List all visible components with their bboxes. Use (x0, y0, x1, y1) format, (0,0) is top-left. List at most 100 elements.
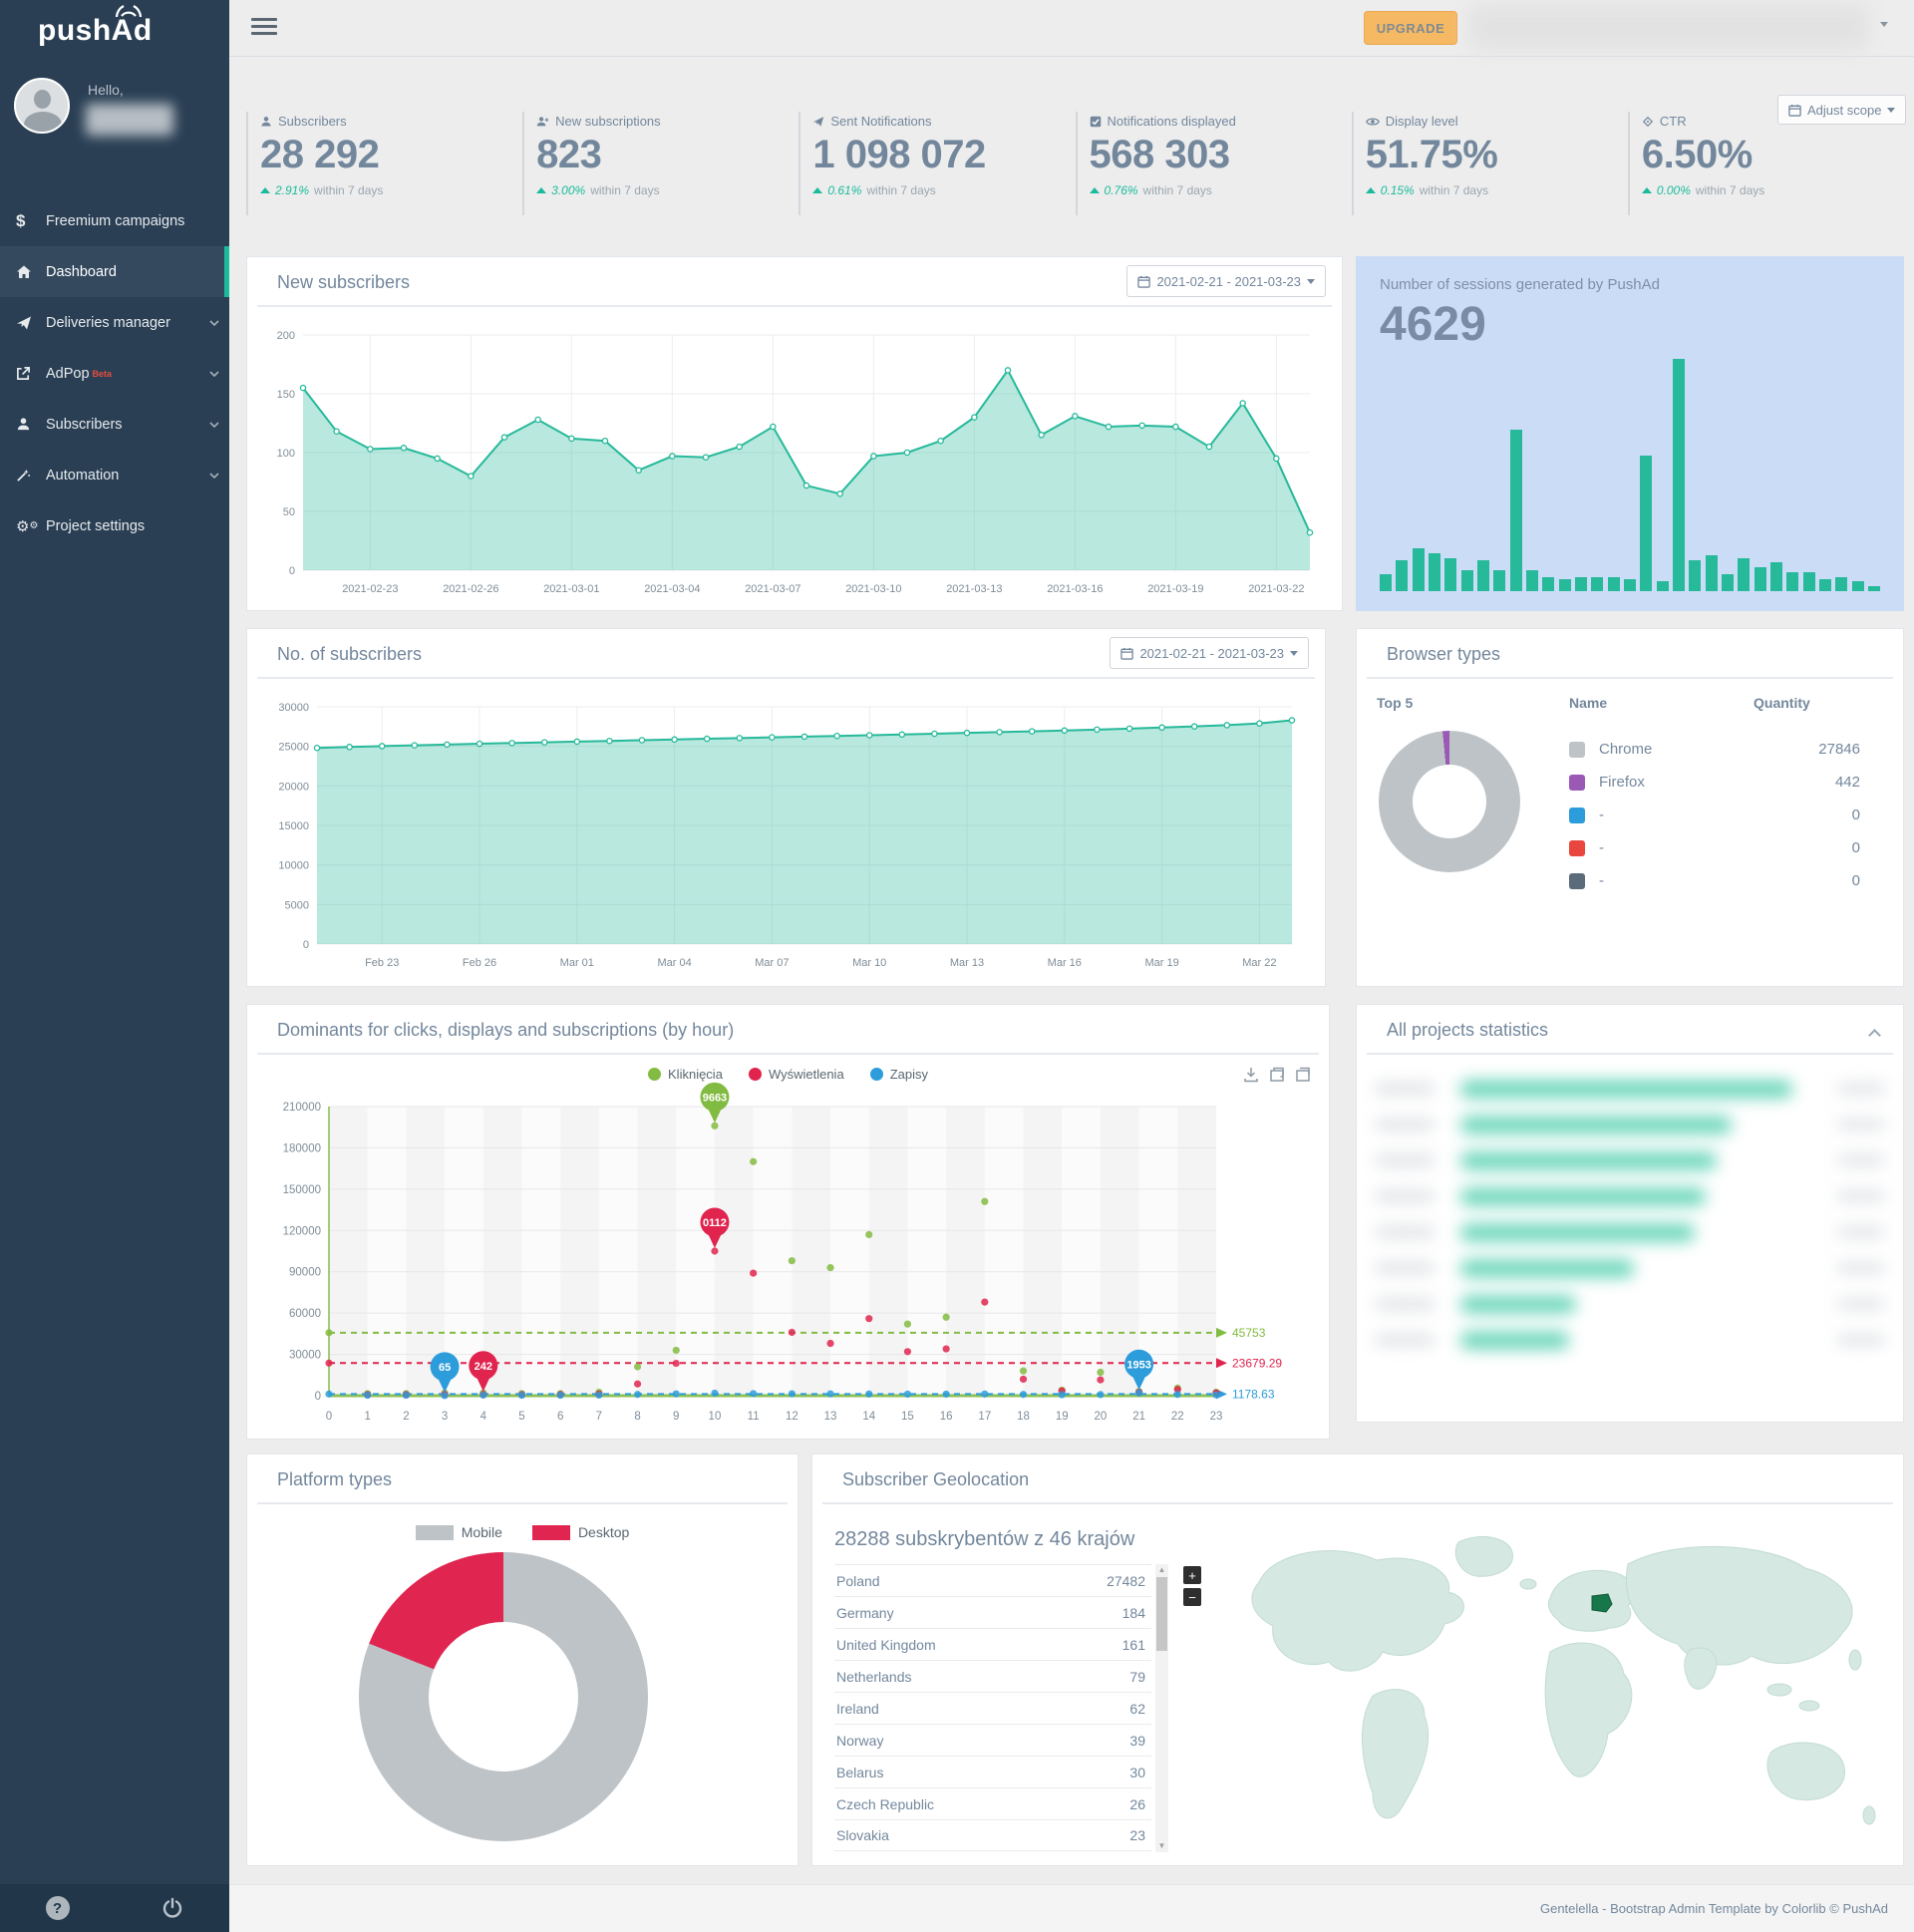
legend-item[interactable]: Wyświetlenia (748, 1067, 844, 1082)
session-bar (1851, 581, 1864, 591)
sidebar-item-subscribers[interactable]: Subscribers (0, 399, 229, 450)
svg-text:22: 22 (1171, 1411, 1184, 1423)
zoom-in-button[interactable]: + (1183, 1566, 1201, 1584)
menu-toggle-icon[interactable] (251, 18, 277, 39)
dominants-scatter-chart[interactable]: 0 30000 60000 90000 120000 150000 180000 210000… (267, 1082, 1311, 1433)
scrollbar-thumb[interactable] (1156, 1577, 1167, 1651)
colorlib-link[interactable]: Colorlib (1781, 1901, 1826, 1916)
svg-text:1: 1 (364, 1411, 370, 1423)
magic-wand-icon (16, 468, 46, 483)
adjust-scope-button[interactable]: Adjust scope (1777, 95, 1907, 125)
legend-item[interactable]: Desktop (531, 1524, 629, 1540)
stat-new-subscriptions: New subscriptions 823 3.00% within 7 days (522, 112, 798, 215)
subscribers-total-chart[interactable]: 0 5000 10000 15000 20000 25000 30000 Feb 23 Feb … (263, 695, 1308, 979)
session-bar (1493, 569, 1506, 591)
sidebar-item-deliveries-manager[interactable]: Deliveries manager (0, 297, 229, 348)
map-country-poland (1591, 1593, 1613, 1613)
trend-up-icon (1089, 187, 1100, 193)
scrollbar[interactable]: ▲ ▼ (1155, 1564, 1168, 1852)
help-button[interactable]: ? (0, 1884, 115, 1932)
zoom-box-icon[interactable] (1269, 1067, 1285, 1083)
svg-text:Mar 10: Mar 10 (852, 957, 886, 969)
top-navbar: UPGRADE (229, 0, 1914, 57)
list-item[interactable]: Czech Republic 26 (834, 1787, 1151, 1819)
chevron-down-icon (209, 417, 219, 433)
list-item[interactable]: Germany 184 (834, 1596, 1151, 1628)
user-icon (16, 417, 46, 432)
date-range-button[interactable]: 2021-02-21 - 2021-03-23 (1110, 637, 1309, 669)
svg-text:0: 0 (303, 939, 309, 951)
list-item[interactable]: Belarus 30 (834, 1756, 1151, 1787)
list-item[interactable]: Norway 39 (834, 1724, 1151, 1756)
svg-text:Mar 16: Mar 16 (1048, 957, 1082, 969)
svg-text:14: 14 (862, 1411, 875, 1423)
download-icon[interactable] (1243, 1067, 1259, 1083)
svg-text:8: 8 (634, 1411, 640, 1423)
app-logo[interactable]: pushAd (0, 0, 229, 60)
sidebar-item-automation[interactable]: Automation (0, 450, 229, 500)
avatar[interactable] (14, 78, 70, 134)
new-subscribers-chart[interactable]: 0 50 100 150 200 2021-02-23 2021-02-26 2021-03-… (263, 323, 1326, 605)
sessions-title: Number of sessions generated by PushAd (1380, 276, 1660, 293)
mobile-swatch (415, 1524, 454, 1540)
platform-donut-chart[interactable] (359, 1552, 648, 1841)
legend-item[interactable]: Zapisy (869, 1067, 928, 1082)
sidebar-item-adpop[interactable]: AdPop Beta (0, 348, 229, 399)
svg-text:23679.29: 23679.29 (1232, 1356, 1282, 1370)
date-range-button[interactable]: 2021-02-21 - 2021-03-23 (1126, 265, 1326, 297)
beta-badge: Beta (92, 368, 113, 379)
panel-title: Subscriber Geolocation (842, 1469, 1030, 1489)
session-bar (1818, 579, 1831, 591)
dominants-panel: Dominants for clicks, displays and subsc… (246, 1004, 1330, 1440)
stat-value: 568 303 (1089, 133, 1231, 176)
greeting-label: Hello, (88, 82, 124, 98)
sidebar: pushAd Hello, $ Freemium campaigns Dashb… (0, 0, 229, 1932)
sidebar-item-project-settings[interactable]: ⚙ ⚙ Project settings (16, 517, 146, 535)
map-north-america (1251, 1550, 1464, 1672)
scroll-down-icon[interactable]: ▼ (1157, 1841, 1166, 1850)
svg-text:30000: 30000 (289, 1350, 321, 1362)
map-zoom-controls: + − (1183, 1566, 1201, 1606)
sessions-bar-chart[interactable] (1380, 354, 1880, 591)
svg-text:2021-03-04: 2021-03-04 (644, 583, 700, 595)
svg-text:100: 100 (277, 448, 295, 460)
zoom-out-button[interactable]: − (1183, 1588, 1201, 1606)
chevron-down-icon (209, 315, 219, 331)
list-item[interactable]: Poland 27482 (834, 1564, 1151, 1596)
list-item[interactable]: United Kingdom 161 (834, 1628, 1151, 1660)
page-footer: Gentelella - Bootstrap Admin Template by… (229, 1884, 1914, 1932)
panel-title: Platform types (277, 1469, 393, 1489)
svg-text:150000: 150000 (283, 1184, 321, 1196)
list-item[interactable]: Ireland 62 (834, 1692, 1151, 1724)
list-item[interactable]: Netherlands 79 (834, 1660, 1151, 1692)
user-account-blurred[interactable] (1469, 5, 1868, 49)
table-row: Chrome 27846 (1569, 733, 1860, 766)
browser-donut-chart[interactable] (1379, 731, 1520, 872)
session-bar (1460, 569, 1473, 591)
firefox-swatch (1569, 774, 1585, 791)
upgrade-button[interactable]: UPGRADE (1364, 11, 1457, 45)
svg-text:210000: 210000 (283, 1102, 321, 1114)
caret-down-icon[interactable] (1880, 22, 1888, 27)
calendar-icon (1788, 104, 1801, 117)
map-europe (1547, 1569, 1635, 1632)
sidebar-item-dashboard[interactable]: Dashboard (0, 246, 229, 297)
stat-value: 1 098 072 (812, 133, 986, 176)
dominants-legend: Kliknięcia Wyświetlenia Zapisy (247, 1067, 1329, 1082)
scroll-up-icon[interactable]: ▲ (1157, 1565, 1166, 1574)
svg-text:20: 20 (1095, 1411, 1108, 1423)
world-map[interactable] (1221, 1520, 1891, 1855)
map-south-america (1361, 1689, 1430, 1819)
map-island (1519, 1578, 1537, 1590)
legend-item[interactable]: Kliknięcia (648, 1067, 723, 1082)
restore-icon[interactable] (1295, 1067, 1311, 1083)
logout-button[interactable] (115, 1884, 229, 1932)
session-bar (1705, 555, 1718, 591)
legend-item[interactable]: Mobile (415, 1524, 502, 1540)
list-item[interactable]: Slovakia 23 (834, 1819, 1151, 1851)
stat-display-level: Display level 51.75% 0.15% within 7 days (1351, 112, 1628, 215)
stat-value: 823 (536, 133, 602, 176)
sidebar-item-freemium-campaigns[interactable]: $ Freemium campaigns (16, 210, 185, 230)
session-bar (1689, 560, 1702, 591)
